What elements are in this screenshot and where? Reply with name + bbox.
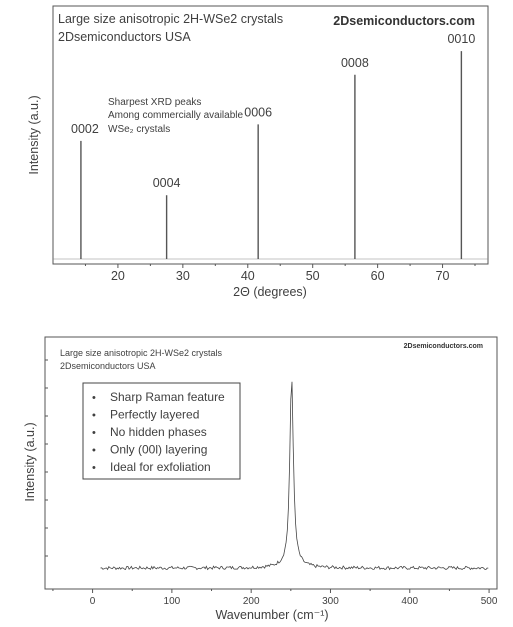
- raman-chart: Large size anisotropic 2H-WSe2 crystals …: [23, 336, 498, 622]
- bullet-dot: •: [92, 427, 96, 439]
- xrd-peak-series: 0002 0004 0006 0008 0010: [53, 32, 488, 260]
- bullet-text: Only (00l) layering: [110, 443, 207, 457]
- xrd-annotation-line-3: WSe₂ crystals: [108, 124, 170, 135]
- raman-brand: 2Dsemiconductors.com: [404, 343, 483, 350]
- raman-x-axis-label: Wavenumber (cm⁻¹): [215, 608, 328, 622]
- xrd-x-axis: 20 30 40 50 60 70: [84, 264, 476, 283]
- bullet-dot: •: [92, 445, 96, 457]
- raman-x-tick-label: 400: [401, 596, 418, 607]
- bullet-dot: •: [92, 392, 96, 404]
- bullet-dot: •: [92, 410, 96, 422]
- xrd-peak-label: 0002: [71, 122, 99, 136]
- xrd-x-axis-label: 2Θ (degrees): [233, 285, 307, 299]
- raman-title-line-1: Large size anisotropic 2H-WSe2 crystals: [60, 348, 223, 358]
- xrd-peak-label: 0010: [447, 32, 475, 46]
- xrd-brand: 2Dsemiconductors.com: [333, 14, 475, 28]
- xrd-x-tick-label: 20: [111, 269, 125, 283]
- xrd-x-tick-label: 40: [241, 269, 255, 283]
- xrd-peak-label: 0006: [244, 105, 272, 119]
- xrd-title-line-2: 2Dsemiconductors USA: [58, 30, 191, 44]
- raman-y-axis: [45, 359, 48, 557]
- xrd-x-tick-label: 30: [176, 269, 190, 283]
- bullet-dot: •: [92, 462, 96, 474]
- bullet-text: Perfectly layered: [110, 408, 199, 422]
- xrd-annotation-line-1: Sharpest XRD peaks: [108, 97, 201, 108]
- bullet-text: No hidden phases: [110, 425, 207, 439]
- xrd-peak-label: 0008: [341, 56, 369, 70]
- xrd-y-axis-label: Intensity (a.u.): [27, 95, 41, 174]
- xrd-title-line-1: Large size anisotropic 2H-WSe2 crystals: [58, 12, 283, 26]
- xrd-plot-frame: [52, 5, 489, 265]
- bullet-text: Ideal for exfoliation: [110, 460, 211, 474]
- raman-x-tick-label: 100: [164, 596, 181, 607]
- raman-plot-frame: [44, 336, 498, 590]
- raman-bullet-box: [82, 382, 241, 480]
- raman-title-line-2: 2Dsemiconductors USA: [60, 361, 156, 371]
- raman-bullet-list: • Sharp Raman feature • Perfectly layered • N…: [92, 390, 225, 474]
- raman-x-axis: 0 100 200 300 400 500: [52, 589, 498, 607]
- raman-x-tick-label: 500: [481, 596, 498, 607]
- xrd-chart: Large size anisotropic 2H-WSe2 crystals …: [27, 5, 489, 299]
- xrd-x-tick-label: 70: [436, 269, 450, 283]
- xrd-annotation-line-2: Among commercially available: [108, 110, 243, 121]
- raman-y-axis-label: Intensity (a.u.): [23, 422, 37, 501]
- raman-x-tick-label: 200: [243, 596, 260, 607]
- xrd-x-tick-label: 50: [306, 269, 320, 283]
- raman-x-tick-label: 0: [90, 596, 96, 607]
- raman-spectrum-line: [100, 381, 489, 571]
- xrd-x-tick-label: 60: [371, 269, 385, 283]
- xrd-peak-label: 0004: [153, 176, 181, 190]
- bullet-text: Sharp Raman feature: [110, 390, 225, 404]
- raman-x-tick-label: 300: [322, 596, 339, 607]
